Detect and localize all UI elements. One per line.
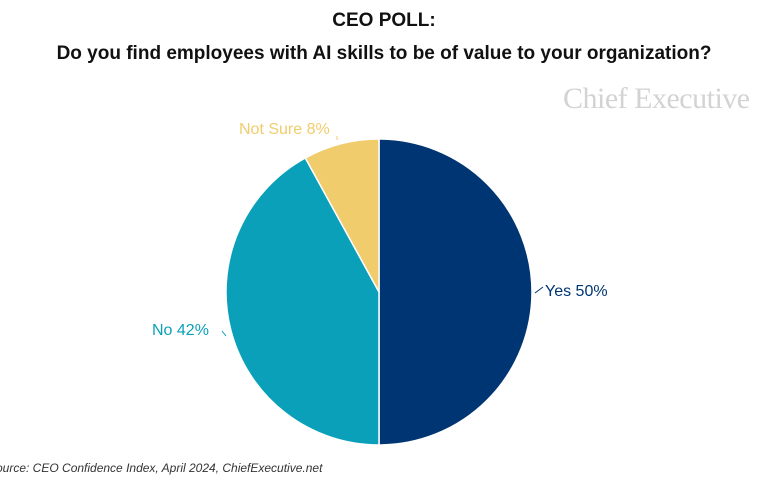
slice-label-no: No 42% bbox=[152, 322, 209, 339]
chart-title: CEO POLL: bbox=[332, 10, 436, 31]
slice-label-yes: Yes 50% bbox=[545, 283, 608, 300]
chart-subtitle: Do you find employees with AI skills to … bbox=[56, 43, 712, 64]
leader-line-no bbox=[221, 330, 227, 337]
source-note: ource: CEO Confidence Index, April 2024,… bbox=[0, 461, 323, 475]
leader-line-yes bbox=[534, 286, 544, 294]
pie-slice-yes bbox=[378, 138, 533, 446]
pie-slice-no bbox=[225, 156, 380, 446]
pie-slice-not-sure bbox=[304, 138, 380, 293]
brand-logo-text: Chief Executive bbox=[563, 82, 750, 115]
slice-label-not-sure: Not Sure 8% bbox=[239, 121, 330, 138]
